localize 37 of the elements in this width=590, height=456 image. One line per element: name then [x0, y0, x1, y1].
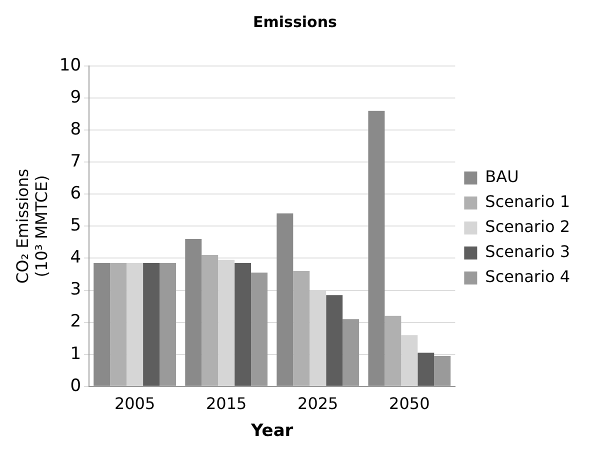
- y-tick-label: 10: [59, 55, 82, 76]
- x-tick-label: 2025: [298, 394, 338, 414]
- legend-label: Scenario 2: [485, 217, 570, 236]
- bar: [234, 263, 252, 386]
- y-tick-label: 7: [70, 152, 82, 172]
- legend-label: BAU: [485, 167, 519, 186]
- bar: [401, 335, 418, 386]
- x-tick-label: 2015: [206, 394, 247, 414]
- y-tick-label: 3: [70, 280, 82, 300]
- bar: [293, 271, 310, 386]
- bar: [143, 263, 160, 386]
- bar: [202, 255, 218, 386]
- bar: [185, 239, 202, 386]
- legend-label: Scenario 3: [485, 242, 570, 262]
- bar: [368, 110, 385, 386]
- y-tick-label: 9: [70, 87, 82, 108]
- x-axis-title: Year: [250, 421, 294, 442]
- y-axis-title: CO₂ Emissions (10³ MMTCE): [12, 168, 51, 284]
- bar: [110, 263, 127, 386]
- y-tick-label: 0: [70, 376, 82, 396]
- y-tick-label: 1: [70, 344, 82, 364]
- y-tick-label: 2: [70, 312, 82, 332]
- y-tick-label: 4: [70, 248, 82, 268]
- legend-label: Scenario 1: [485, 192, 570, 212]
- y-tick-label: 5: [70, 216, 82, 236]
- bar: [94, 263, 110, 386]
- y-tick-label: 8: [70, 120, 82, 140]
- bar: [418, 352, 434, 386]
- chart-title: Emissions: [253, 12, 338, 31]
- y-tick-label: 6: [70, 184, 82, 204]
- legend-label: Scenario 4: [485, 267, 570, 286]
- bar: [126, 263, 144, 386]
- bar: [384, 316, 402, 386]
- x-tick-label: 2050: [389, 394, 430, 414]
- bar: [276, 213, 294, 386]
- bar: [326, 295, 343, 386]
- x-tick-label: 2005: [114, 394, 156, 414]
